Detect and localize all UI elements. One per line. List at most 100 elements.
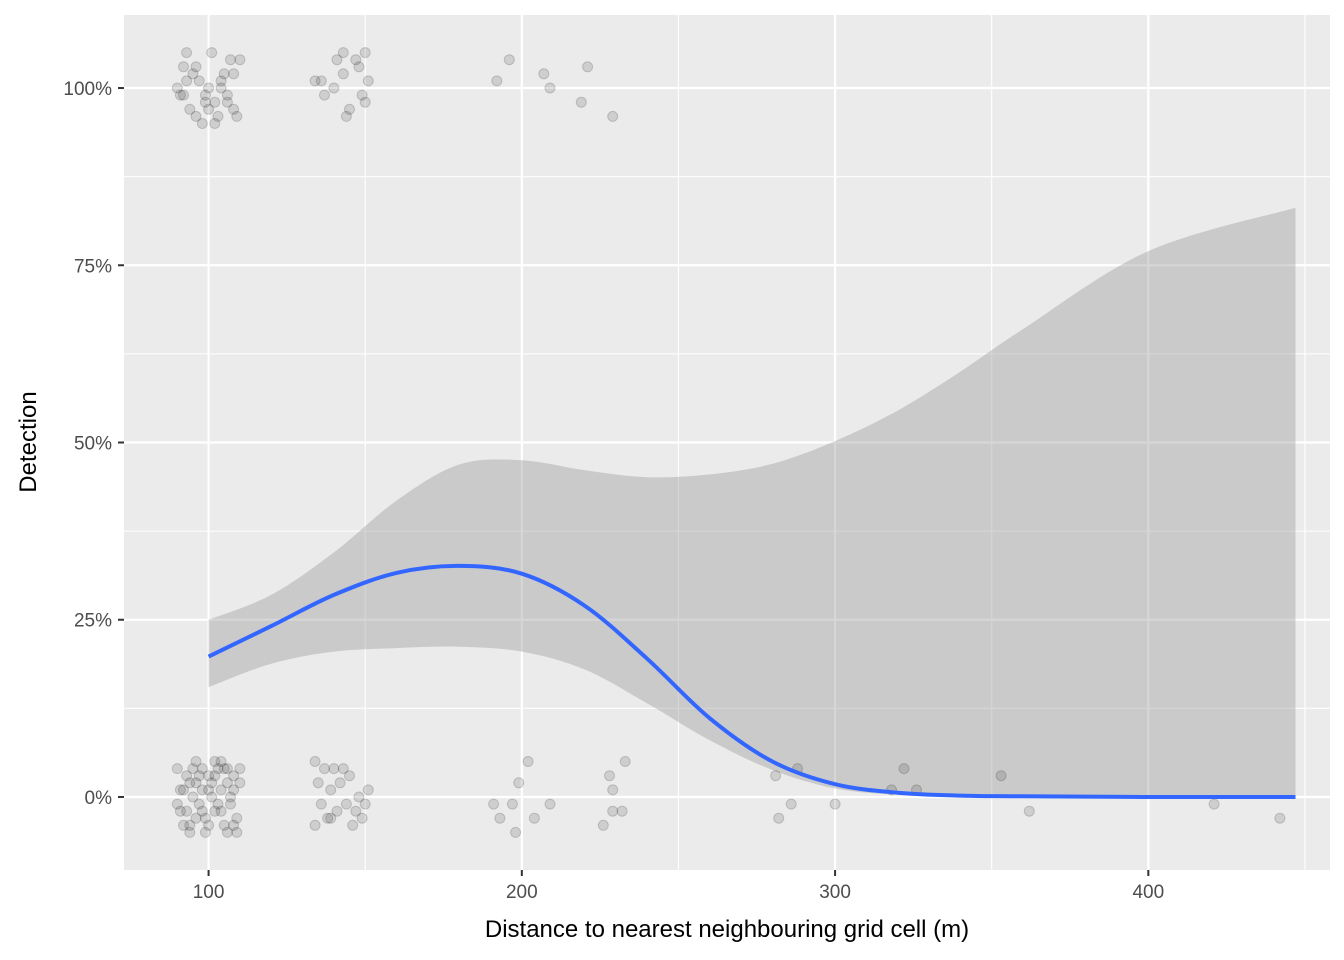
not-detected-point [522, 756, 534, 767]
not-detected-point [607, 784, 619, 796]
not-detected-point [181, 770, 193, 782]
confidence-ribbon-layer [208, 207, 1296, 798]
detected-point [212, 110, 224, 122]
not-detected-point [325, 784, 337, 796]
smooth-fit-line [207, 563, 1296, 800]
not-detected-point [510, 826, 522, 838]
not-detected-point [181, 805, 193, 817]
not-detected-point [347, 819, 359, 831]
detected-point [353, 61, 365, 73]
not-detected-point [995, 770, 1007, 782]
detected-point [209, 118, 221, 129]
not-detected-point [315, 798, 327, 810]
detected-point [199, 89, 211, 101]
detected-point [359, 96, 371, 108]
detected-point [190, 61, 202, 73]
detected-point [607, 110, 619, 122]
detected-point [544, 82, 556, 94]
detected-point [203, 82, 215, 94]
smooth-line-layer [207, 563, 1296, 800]
not-detected-point [193, 770, 205, 782]
not-detected-point [350, 805, 362, 817]
detected-point [199, 96, 211, 108]
detected-point [221, 89, 233, 101]
detected-point [503, 54, 515, 66]
not-detected-point [331, 805, 343, 817]
detected-point [184, 103, 196, 115]
not-detected-point [171, 763, 183, 775]
not-detected-point [607, 805, 619, 817]
not-detected-point [334, 777, 346, 789]
not-detected-point [206, 777, 218, 789]
not-detected-point [209, 756, 221, 767]
detected-point [315, 75, 327, 87]
not-detected-point [199, 812, 211, 824]
not-detected-point [544, 798, 556, 810]
not-detected-point [174, 805, 186, 817]
not-detected-point [215, 756, 227, 767]
detected-point [228, 68, 240, 80]
y-tick-label: 100% [63, 79, 112, 100]
not-detected-point [328, 763, 340, 775]
detected-point [231, 110, 243, 122]
y-tick-labels: 0% 25% 50% 75% 100% [63, 79, 112, 809]
not-detected-point [234, 763, 246, 775]
detected-point [582, 61, 594, 73]
detected-point [234, 54, 246, 66]
detected-point [319, 89, 330, 101]
not-detected-point [209, 805, 221, 817]
detected-point [209, 96, 221, 108]
not-detected-point [356, 812, 368, 824]
not-detected-point [221, 777, 233, 789]
not-detected-point [225, 798, 236, 810]
detected-point [362, 75, 374, 87]
detected-point [331, 54, 343, 66]
not-detected-point [209, 770, 221, 782]
major-gridlines [124, 15, 1330, 870]
detected-point [337, 47, 349, 59]
y-tick-label: 75% [74, 256, 112, 277]
not-detected-point [898, 763, 910, 775]
not-detected-point [506, 798, 518, 810]
not-detected-point [1023, 805, 1035, 817]
not-detected-point [340, 798, 352, 810]
detected-point [215, 82, 227, 94]
not-detected-point [344, 770, 355, 782]
not-detected-point [178, 819, 189, 831]
not-detected-point [203, 819, 215, 831]
not-detected-point [359, 798, 371, 810]
not-detected-point [353, 791, 365, 803]
not-detected-point [184, 819, 196, 831]
not-detected-point [770, 770, 782, 782]
not-detected-point [616, 805, 628, 817]
detected-point [203, 103, 215, 115]
not-detected-point [218, 819, 230, 831]
not-detected-point [199, 826, 211, 838]
y-axis-title: Detection [15, 391, 42, 492]
not-detected-point [309, 819, 321, 831]
not-detected-point [171, 798, 183, 810]
detected-point [215, 75, 227, 87]
not-detected-point [212, 798, 224, 810]
detected-point [359, 47, 371, 59]
not-detected-point [187, 763, 199, 775]
not-detected-point [604, 770, 615, 782]
detected-point [491, 75, 503, 87]
not-detected-point [309, 756, 321, 767]
not-detected-point [231, 812, 243, 824]
detected-point [190, 110, 202, 122]
not-detected-point [337, 763, 349, 775]
x-tick-labels: 100 200 300 400 [193, 882, 1164, 903]
detected-point [171, 82, 183, 94]
not-detected-point [215, 805, 227, 817]
not-detected-point [494, 812, 506, 824]
not-detected-point [215, 784, 227, 796]
detected-point [206, 47, 218, 59]
y-tick-label: 0% [85, 788, 113, 809]
not-detected-point [206, 791, 218, 803]
not-detected-point [528, 812, 540, 824]
not-detected-point [196, 763, 208, 775]
detected-point [328, 82, 340, 94]
detected-point [178, 61, 189, 73]
